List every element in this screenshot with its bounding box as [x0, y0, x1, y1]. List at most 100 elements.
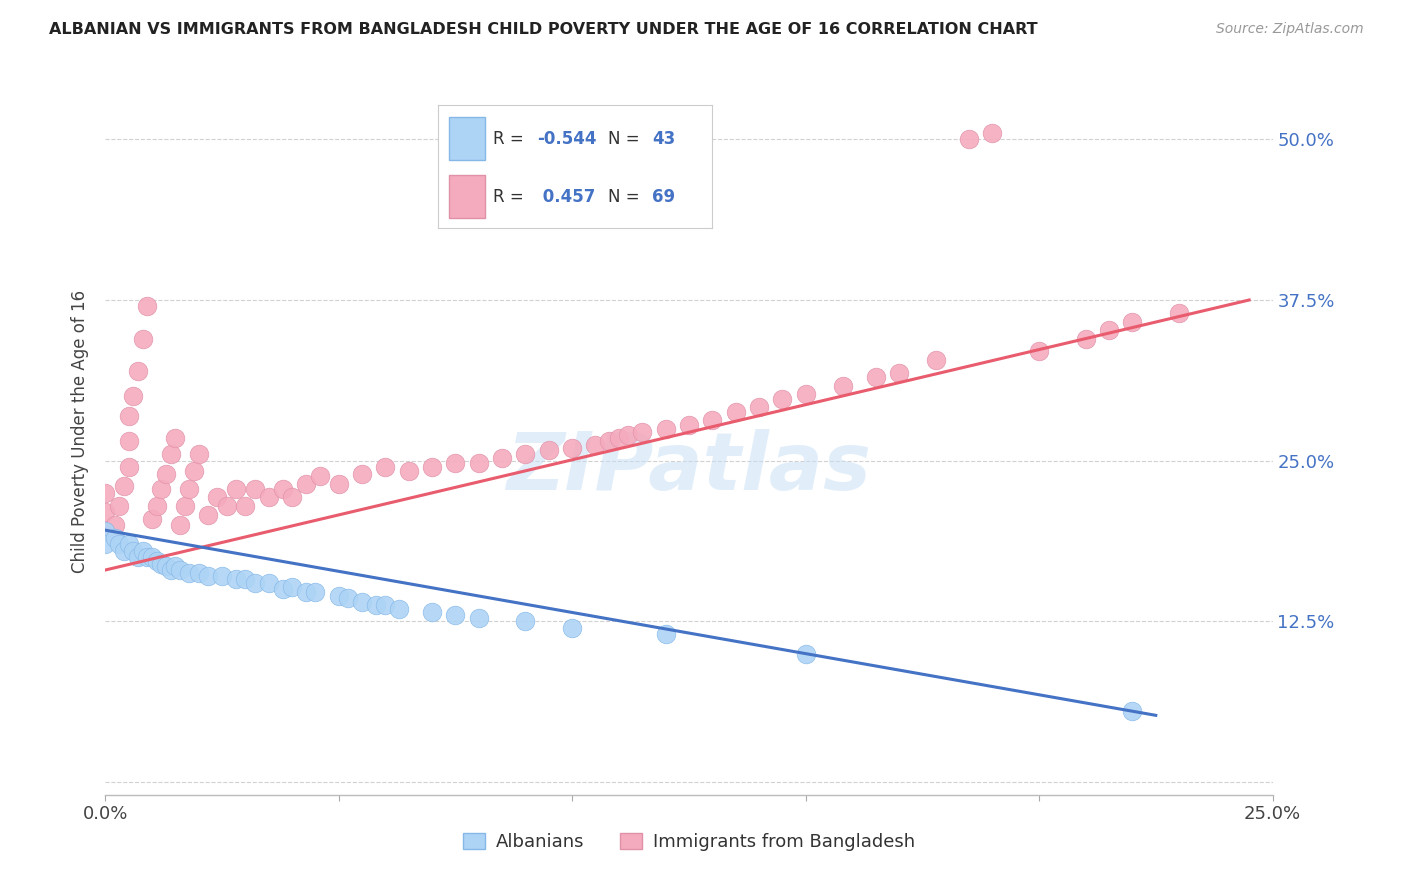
- Point: [1028, 344, 1050, 359]
- Point: [225, 572, 247, 586]
- Point: [169, 518, 191, 533]
- Point: [295, 476, 318, 491]
- Point: [309, 469, 332, 483]
- Point: [444, 456, 467, 470]
- Point: [420, 460, 443, 475]
- Point: [94, 524, 117, 539]
- Point: [724, 405, 747, 419]
- Point: [187, 447, 209, 461]
- Point: [1098, 322, 1121, 336]
- Point: [981, 126, 1004, 140]
- Point: [127, 550, 149, 565]
- Point: [585, 438, 607, 452]
- Point: [243, 482, 266, 496]
- Point: [328, 476, 350, 491]
- Point: [468, 610, 491, 624]
- Point: [103, 518, 125, 533]
- Point: [271, 582, 294, 597]
- Point: [197, 508, 219, 522]
- Point: [374, 460, 396, 475]
- Point: [150, 482, 173, 496]
- Point: [159, 563, 181, 577]
- Point: [187, 566, 209, 580]
- Point: [607, 431, 630, 445]
- Point: [122, 543, 145, 558]
- Point: [225, 482, 247, 496]
- Point: [155, 467, 177, 481]
- Point: [281, 580, 304, 594]
- Point: [398, 464, 420, 478]
- Point: [925, 353, 948, 368]
- Point: [145, 554, 167, 568]
- Point: [388, 601, 411, 615]
- Point: [136, 550, 159, 565]
- Point: [561, 621, 583, 635]
- Point: [233, 499, 256, 513]
- Point: [1168, 306, 1191, 320]
- Y-axis label: Child Poverty Under the Age of 16: Child Poverty Under the Age of 16: [72, 290, 89, 574]
- Point: [117, 460, 139, 475]
- Point: [94, 505, 117, 519]
- Point: [770, 392, 793, 406]
- Point: [183, 464, 205, 478]
- Point: [515, 615, 537, 629]
- Point: [364, 598, 387, 612]
- Text: Source: ZipAtlas.com: Source: ZipAtlas.com: [1216, 22, 1364, 37]
- Point: [420, 606, 443, 620]
- Point: [444, 608, 467, 623]
- Point: [271, 482, 294, 496]
- Point: [173, 499, 195, 513]
- Point: [141, 511, 163, 525]
- Point: [350, 595, 373, 609]
- Point: [561, 441, 583, 455]
- Point: [112, 479, 135, 493]
- Point: [103, 531, 125, 545]
- Point: [108, 499, 131, 513]
- Point: [654, 421, 676, 435]
- Point: [257, 575, 280, 590]
- Point: [328, 589, 350, 603]
- Point: [127, 364, 149, 378]
- Point: [295, 585, 318, 599]
- Point: [631, 425, 654, 440]
- Point: [112, 543, 135, 558]
- Point: [117, 434, 139, 449]
- Point: [350, 467, 373, 481]
- Point: [515, 447, 537, 461]
- Point: [150, 557, 173, 571]
- Text: ZIPatlas: ZIPatlas: [506, 429, 872, 508]
- Point: [122, 389, 145, 403]
- Point: [257, 490, 280, 504]
- Point: [537, 443, 560, 458]
- Point: [108, 537, 131, 551]
- Point: [678, 417, 700, 432]
- Point: [865, 370, 887, 384]
- Point: [617, 428, 640, 442]
- Point: [468, 456, 491, 470]
- Legend: Albanians, Immigrants from Bangladesh: Albanians, Immigrants from Bangladesh: [456, 826, 922, 859]
- Point: [179, 566, 201, 580]
- Point: [131, 332, 153, 346]
- Point: [136, 300, 159, 314]
- Point: [374, 598, 396, 612]
- Point: [94, 486, 117, 500]
- Point: [233, 572, 256, 586]
- Point: [117, 409, 139, 423]
- Text: ALBANIAN VS IMMIGRANTS FROM BANGLADESH CHILD POVERTY UNDER THE AGE OF 16 CORRELA: ALBANIAN VS IMMIGRANTS FROM BANGLADESH C…: [49, 22, 1038, 37]
- Point: [169, 563, 191, 577]
- Point: [141, 550, 163, 565]
- Point: [165, 559, 187, 574]
- Point: [211, 569, 233, 583]
- Point: [794, 647, 817, 661]
- Point: [598, 434, 620, 449]
- Point: [243, 575, 266, 590]
- Point: [1121, 315, 1143, 329]
- Point: [654, 627, 676, 641]
- Point: [131, 543, 153, 558]
- Point: [179, 482, 201, 496]
- Point: [159, 447, 181, 461]
- Point: [145, 499, 167, 513]
- Point: [1074, 332, 1097, 346]
- Point: [337, 591, 360, 606]
- Point: [197, 569, 219, 583]
